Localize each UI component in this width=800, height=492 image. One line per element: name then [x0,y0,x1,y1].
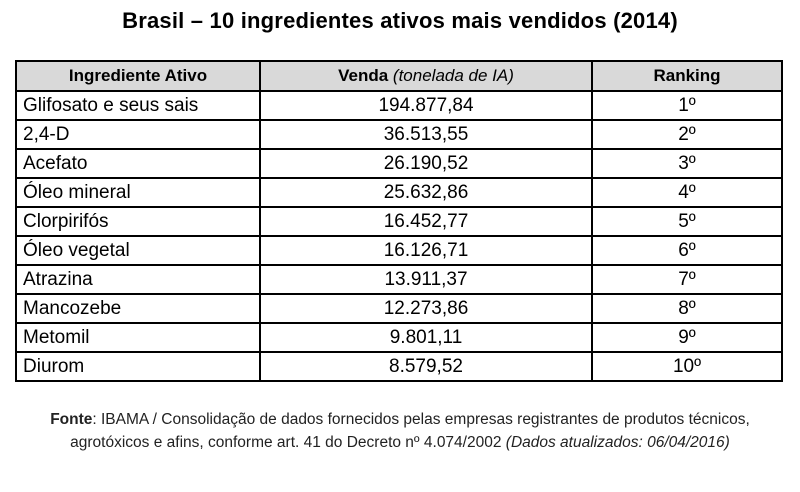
header-row: Ingrediente Ativo Venda (tonelada de IA)… [15,60,783,92]
table-cell: 16.452,77 [259,206,593,237]
table-cell: 5º [591,206,783,237]
table-cell: 6º [591,235,783,266]
table-cell: Metomil [15,322,261,353]
table-cell: 3º [591,148,783,179]
table-cell: 12.273,86 [259,293,593,324]
source-date: (Dados atualizados: 06/04/2016) [505,434,730,451]
table-cell: Acefato [15,148,261,179]
table-cell: Atrazina [15,264,261,295]
title: Brasil – 10 ingredientes ativos mais ven… [122,8,678,33]
table-cell: 194.877,84 [259,90,593,121]
table-header: Ingrediente Ativo Venda (tonelada de IA)… [15,60,783,92]
table-cell: 4º [591,177,783,208]
table-row: Mancozebe 12.273,86 8º [15,293,783,324]
table-cell: 8.579,52 [259,351,593,382]
table-cell: 9.801,11 [259,322,593,353]
table-cell: 7º [591,264,783,295]
source-colon: : [92,411,101,428]
source-text: IBAMA / Consolidação de dados fornecidos… [70,411,750,451]
table-row: 2,4-D 36.513,55 2º [15,119,783,150]
table-row: Glifosato e seus sais 194.877,84 1º [15,90,783,121]
table-cell: 10º [591,351,783,382]
table-cell: 16.126,71 [259,235,593,266]
table-row: Atrazina 13.911,37 7º [15,264,783,295]
table-cell: 2,4-D [15,119,261,150]
table-cell: 26.190,52 [259,148,593,179]
table-row: Óleo mineral 25.632,86 4º [15,177,783,208]
table-row: Óleo vegetal 16.126,71 6º [15,235,783,266]
table-row: Clorpirifós 16.452,77 5º [15,206,783,237]
table-cell: 13.911,37 [259,264,593,295]
table-cell: 36.513,55 [259,119,593,150]
table-cell: Óleo vegetal [15,235,261,266]
source-note: Fonte: IBAMA / Consolidação de dados for… [30,408,770,454]
header-unit: (tonelada de IA) [392,66,514,85]
table-cell: Óleo mineral [15,177,261,208]
table-cell: 25.632,86 [259,177,593,208]
header-cell: Ranking [591,60,783,92]
header-cell: Ingrediente Ativo [15,60,261,92]
table-row: Acefato 26.190,52 3º [15,148,783,179]
table-cell: 2º [591,119,783,150]
table-cell: Clorpirifós [15,206,261,237]
table-row: Metomil 9.801,11 9º [15,322,783,353]
table-cell: 8º [591,293,783,324]
header-cell: Venda (tonelada de IA) [259,60,593,92]
table-cell: Mancozebe [15,293,261,324]
sales-table: Ingrediente Ativo Venda (tonelada de IA)… [15,60,783,382]
table-cell: Diurom [15,351,261,382]
table-cell: 9º [591,322,783,353]
table-row: Diurom 8.579,52 10º [15,351,783,382]
source-label: Fonte [50,411,93,428]
table-body: Glifosato e seus sais 194.877,84 1º 2,4-D 36… [15,90,783,382]
header-text: Venda [338,66,389,85]
table-cell: Glifosato e seus sais [15,90,261,121]
table-cell: 1º [591,90,783,121]
